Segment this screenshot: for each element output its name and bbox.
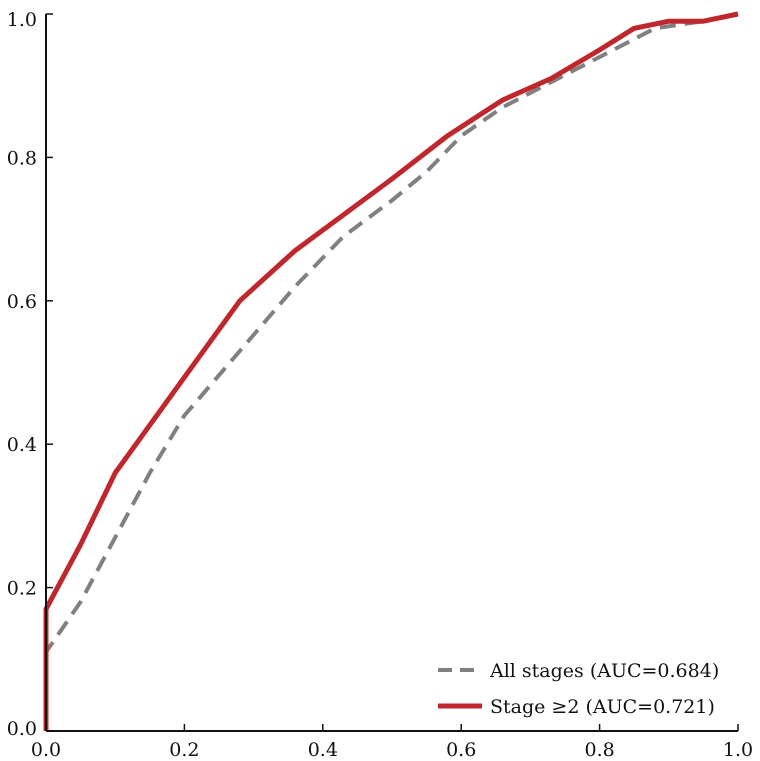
x-tick-label: 0.4	[308, 739, 338, 761]
x-tick-label: 0.2	[169, 739, 199, 761]
legend-label-1: All stages (AUC=0.684)	[489, 660, 719, 682]
y-tick-label: 1.0	[7, 9, 37, 31]
x-tick-label: 1.0	[723, 739, 753, 761]
legend: All stages (AUC=0.684) Stage ≥2 (AUC=0.72…	[438, 660, 719, 718]
y-tick-label: 0.8	[7, 147, 37, 169]
ticks-layer: 0.0 0.2 0.4 0.6 0.8 1.0 0.0 0.2 0.4 0.6 0.8 1.0	[7, 9, 753, 761]
x-tick-label: 0.0	[31, 739, 61, 761]
series-layer	[43, 11, 739, 731]
axes-layer	[45, 14, 738, 732]
y-tick-label: 0.4	[7, 434, 37, 456]
series-line-2	[43, 11, 739, 731]
x-tick-label: 0.6	[446, 739, 476, 761]
y-tick-label: 0.0	[7, 718, 37, 740]
x-tick-label: 0.8	[584, 739, 614, 761]
legend-label-2: Stage ≥2 (AUC=0.721)	[490, 696, 715, 718]
y-tick-label: 0.2	[7, 578, 37, 600]
y-tick-label: 0.6	[7, 291, 37, 313]
series-line-1	[44, 12, 739, 731]
